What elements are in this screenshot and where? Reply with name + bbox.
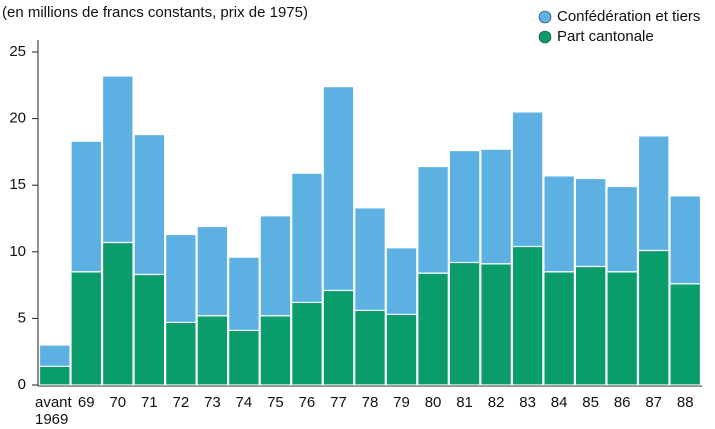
- bar-segment: [669, 283, 702, 386]
- x-tick-label: 69: [77, 394, 95, 411]
- bar-segment: [228, 256, 260, 331]
- x-tick-label: 73: [204, 394, 221, 411]
- bar-segment: [637, 135, 670, 252]
- bar-segment: [101, 75, 134, 244]
- bar-segment: [38, 365, 71, 386]
- x-tick-label: 72: [172, 394, 190, 411]
- bar-segment: [228, 329, 260, 386]
- bar-segment: [511, 111, 544, 248]
- bar-segment: [322, 289, 355, 386]
- x-tick-label: 80: [424, 394, 442, 411]
- bar-segment: [448, 149, 481, 264]
- bar-segment: [70, 140, 103, 273]
- x-tick-label: 82: [487, 394, 505, 411]
- x-tick-label: 86: [613, 394, 631, 411]
- legend-marker: [538, 30, 552, 44]
- bar-segment: [543, 271, 576, 386]
- bar-segment: [196, 225, 229, 317]
- bar-segment: [574, 177, 607, 268]
- bar-segment: [606, 271, 639, 386]
- bar-segment: [385, 313, 418, 386]
- x-tick-label: 79: [393, 394, 410, 411]
- bar-segment: [543, 175, 576, 273]
- bar-segment: [101, 241, 134, 386]
- x-tick-label: 71: [140, 394, 158, 411]
- y-tick-label: 25: [9, 43, 26, 60]
- y-tick-label: 20: [9, 110, 26, 127]
- bar-segment: [70, 271, 103, 386]
- bar-segment: [480, 263, 512, 386]
- y-tick-label: 15: [9, 176, 26, 193]
- bar-segment: [38, 344, 71, 367]
- bar-segment: [164, 321, 197, 386]
- bar-segment: [385, 247, 418, 316]
- y-tick-label: 10: [9, 243, 26, 260]
- bar-segment: [291, 172, 323, 304]
- x-tick-label: 75: [267, 394, 284, 411]
- bar-segment: [133, 273, 166, 386]
- bar-segment: [511, 245, 544, 386]
- bar-segment: [164, 233, 197, 323]
- x-tick-label: 77: [330, 394, 347, 411]
- y-tick-label: 0: [18, 376, 26, 393]
- x-tick-label: 84: [550, 394, 568, 411]
- x-tick-label: avant 1969: [35, 394, 72, 428]
- legend-marker: [538, 10, 552, 24]
- bar-segment: [448, 261, 481, 386]
- bar-segment: [417, 272, 449, 386]
- bar-segment: [322, 86, 355, 292]
- bar-segment: [259, 215, 292, 317]
- bar-segment: [259, 315, 292, 386]
- bar-segment: [574, 265, 607, 386]
- x-tick-label: 78: [361, 394, 379, 411]
- bar-segment: [606, 185, 639, 273]
- bar-segment: [196, 315, 229, 386]
- bar-segment: [354, 309, 386, 386]
- legend-label: Part cantonale: [557, 28, 654, 45]
- bar-segment: [637, 249, 670, 386]
- x-tick-label: 85: [582, 394, 599, 411]
- x-tick-label: 76: [298, 394, 316, 411]
- x-tick-label: 74: [235, 394, 253, 411]
- bar-segment: [354, 207, 386, 312]
- y-tick-label: 5: [18, 309, 26, 326]
- bar-segment: [417, 165, 449, 274]
- chart-subtitle: (en millions de francs constants, prix d…: [2, 4, 308, 21]
- x-tick-label: 81: [456, 394, 473, 411]
- bar-segment: [480, 148, 512, 265]
- legend-label: Confédération et tiers: [557, 8, 700, 25]
- x-tick-label: 88: [676, 394, 694, 411]
- x-tick-label: 87: [645, 394, 663, 411]
- bar-segment: [669, 195, 702, 285]
- bar-segment: [291, 301, 323, 386]
- x-tick-label: 70: [109, 394, 127, 411]
- x-tick-label: 83: [519, 394, 536, 411]
- bar-segment: [133, 133, 166, 276]
